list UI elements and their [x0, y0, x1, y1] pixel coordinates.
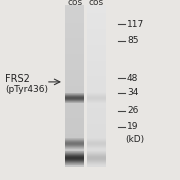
Text: 34: 34	[127, 88, 138, 97]
Text: FRS2: FRS2	[5, 74, 30, 84]
Text: 19: 19	[127, 122, 138, 131]
Text: 48: 48	[127, 74, 138, 83]
Text: (kD): (kD)	[125, 135, 144, 144]
Text: 26: 26	[127, 106, 138, 115]
Text: 117: 117	[127, 20, 144, 29]
Text: cos: cos	[89, 0, 104, 7]
Text: 85: 85	[127, 36, 138, 45]
Text: (pTyr436): (pTyr436)	[5, 86, 48, 94]
Text: cos: cos	[67, 0, 82, 7]
